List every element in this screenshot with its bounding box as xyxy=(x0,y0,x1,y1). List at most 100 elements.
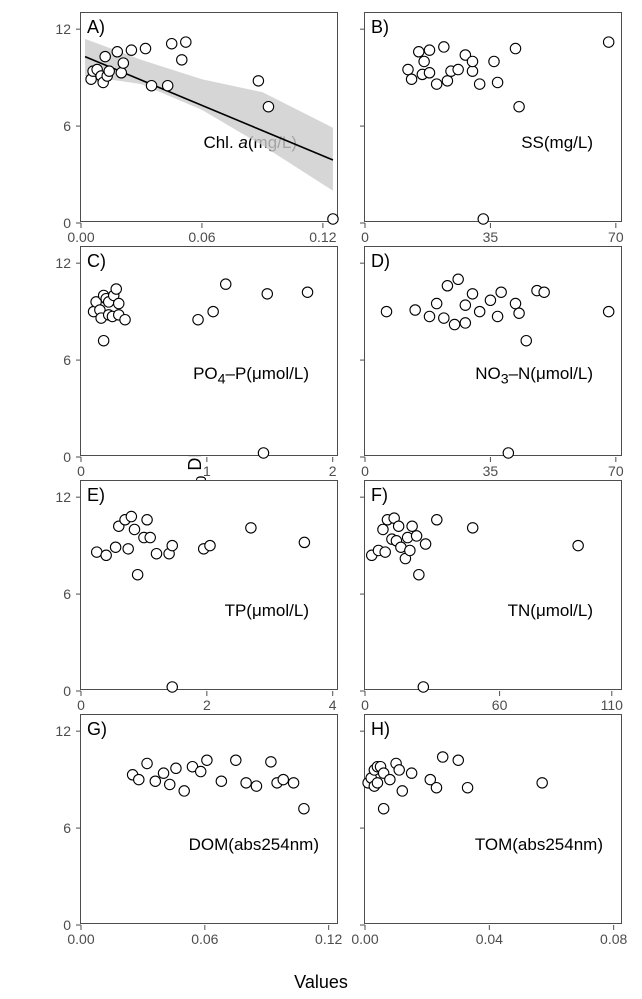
data-point xyxy=(474,306,484,316)
xtick-label: 0.08 xyxy=(600,931,627,947)
data-point xyxy=(142,515,152,525)
data-point xyxy=(603,306,613,316)
data-point xyxy=(603,37,613,47)
panel-C: C)PO4–P(μmol/L)0120612 xyxy=(80,246,338,456)
data-point xyxy=(453,64,463,74)
data-point xyxy=(145,532,155,542)
data-point xyxy=(460,300,470,310)
data-point xyxy=(573,540,583,550)
ytick-label: 6 xyxy=(63,118,71,134)
data-point xyxy=(485,295,495,305)
data-point xyxy=(372,778,382,788)
data-point xyxy=(467,523,477,533)
data-point xyxy=(431,79,441,89)
panel-D: D)NO3–N(μmol/L)03570 xyxy=(364,246,622,456)
data-point xyxy=(299,537,309,547)
data-point xyxy=(266,757,276,767)
data-point xyxy=(288,778,298,788)
ytick-label: 12 xyxy=(55,489,71,505)
ytick-label: 6 xyxy=(63,820,71,836)
data-point xyxy=(241,778,251,788)
xtick-label: 0 xyxy=(77,697,85,713)
xtick-label: 0.06 xyxy=(188,229,215,245)
data-point xyxy=(101,550,111,560)
data-point xyxy=(196,766,206,776)
plot-area xyxy=(365,13,621,221)
data-point xyxy=(431,298,441,308)
data-point xyxy=(132,569,142,579)
data-point xyxy=(414,47,424,57)
data-point xyxy=(453,274,463,284)
data-point xyxy=(258,448,268,458)
data-point xyxy=(278,774,288,784)
data-point xyxy=(410,305,420,315)
xtick-label: 0.00 xyxy=(67,931,94,947)
data-point xyxy=(467,66,477,76)
data-point xyxy=(177,55,187,65)
data-point xyxy=(521,335,531,345)
data-point xyxy=(111,284,121,294)
data-point xyxy=(514,101,524,111)
data-point xyxy=(110,542,120,552)
data-point xyxy=(492,77,502,87)
data-point xyxy=(405,545,415,555)
xtick-label: 0.12 xyxy=(309,229,336,245)
data-point xyxy=(467,289,477,299)
data-point xyxy=(420,539,430,549)
plot-area xyxy=(365,247,621,455)
data-point xyxy=(158,768,168,778)
xtick-label: 1 xyxy=(203,463,211,479)
data-point xyxy=(419,56,429,66)
data-point xyxy=(134,774,144,784)
data-point xyxy=(478,214,488,224)
data-point xyxy=(510,298,520,308)
data-point xyxy=(492,311,502,321)
data-point xyxy=(112,47,122,57)
data-point xyxy=(251,781,261,791)
data-point xyxy=(393,521,403,531)
data-point xyxy=(397,786,407,796)
panel-A: A)Chl. a(mg/L)0.000.060.120612 xyxy=(80,12,338,222)
xtick-label: 0 xyxy=(77,463,85,479)
panel-E: E)TP(μmol/L)0240612 xyxy=(80,480,338,690)
data-point xyxy=(411,531,421,541)
data-point xyxy=(537,778,547,788)
data-point xyxy=(489,56,499,66)
xtick-label: 0.00 xyxy=(351,931,378,947)
xtick-label: 70 xyxy=(608,463,624,479)
data-point xyxy=(462,782,472,792)
data-point xyxy=(378,803,388,813)
data-point xyxy=(424,68,434,78)
xtick-label: 0 xyxy=(361,697,369,713)
data-point xyxy=(205,540,215,550)
data-point xyxy=(496,287,506,297)
data-point xyxy=(403,64,413,74)
xtick-label: 35 xyxy=(483,229,499,245)
data-point xyxy=(92,547,102,557)
data-point xyxy=(406,74,416,84)
data-point xyxy=(449,319,459,329)
data-point xyxy=(385,774,395,784)
data-point xyxy=(414,569,424,579)
scatter-figure: eDNA concentration (log10 DNA copies L -… xyxy=(0,0,642,999)
ytick-label: 6 xyxy=(63,352,71,368)
data-point xyxy=(442,281,452,291)
data-point xyxy=(299,803,309,813)
data-point xyxy=(432,515,442,525)
data-point xyxy=(263,101,273,111)
plot-area xyxy=(81,247,337,455)
ytick-label: 12 xyxy=(55,255,71,271)
data-point xyxy=(142,758,152,768)
data-point xyxy=(193,314,203,324)
plot-area xyxy=(81,715,337,923)
data-point xyxy=(406,768,416,778)
data-point xyxy=(407,521,417,531)
data-point xyxy=(302,287,312,297)
data-point xyxy=(100,51,110,61)
data-point xyxy=(126,511,136,521)
panel-H: H)TOM(abs254nm)0.000.040.08 xyxy=(364,714,622,924)
data-point xyxy=(424,311,434,321)
data-point xyxy=(431,782,441,792)
panel-G: G)DOM(abs254nm)0.000.060.120612 xyxy=(80,714,338,924)
xtick-label: 0 xyxy=(361,463,369,479)
